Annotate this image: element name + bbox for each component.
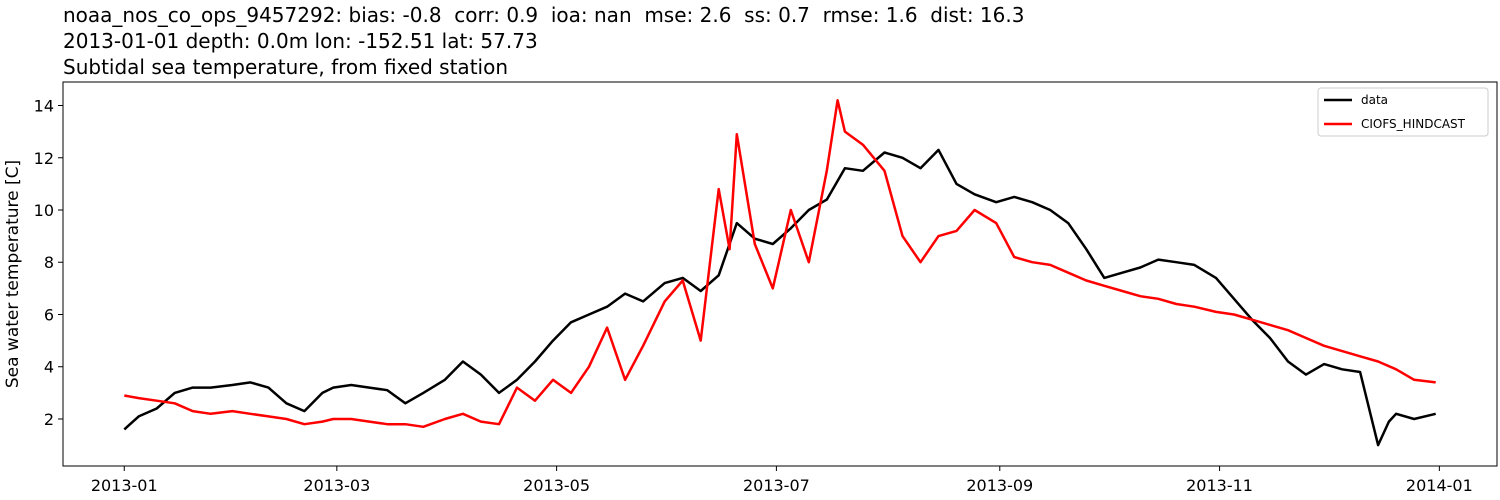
y-tick-label: 14	[34, 97, 54, 116]
legend-box	[1317, 87, 1489, 137]
y-tick-label: 6	[44, 305, 54, 324]
x-tick-label: 2013-07	[743, 476, 810, 495]
series-layer	[123, 99, 1436, 447]
y-tick-label: 2	[44, 410, 54, 429]
legend-label: data	[1361, 93, 1388, 107]
y-tick-label: 10	[34, 201, 54, 220]
y-axis-label: Sea water temperature [C]	[3, 160, 23, 388]
y-axis: 2 4 6 8 10 12 14	[34, 97, 63, 429]
legend-label: CIOFS_HINDCAST	[1361, 117, 1466, 131]
series-line-0	[123, 148, 1436, 447]
x-axis: 2013-01 2013-03 2013-05 2013-07 2013-09 2013-…	[91, 466, 1473, 495]
x-tick-label: 2013-03	[303, 476, 370, 495]
x-tick-label: 2014-01	[1406, 476, 1473, 495]
x-tick-label: 2013-09	[966, 476, 1033, 495]
x-tick-label: 2013-11	[1186, 476, 1253, 495]
chart-title-line-2: 2013-01-01 depth: 0.0m lon: -152.51 lat:…	[63, 29, 538, 53]
plot-frame	[62, 81, 1498, 467]
y-tick-label: 8	[44, 253, 54, 272]
legend: data CIOFS_HINDCAST	[1317, 87, 1489, 137]
y-tick-label: 12	[34, 149, 54, 168]
series-line-1	[124, 99, 1436, 429]
chart-title-line-3: Subtidal sea temperature, from fixed sta…	[63, 55, 508, 79]
x-tick-label: 2013-01	[91, 476, 158, 495]
chart-title-line-1: noaa_nos_co_ops_9457292: bias: -0.8 corr…	[63, 3, 1025, 27]
y-tick-label: 4	[44, 358, 54, 377]
x-tick-label: 2013-05	[523, 476, 590, 495]
